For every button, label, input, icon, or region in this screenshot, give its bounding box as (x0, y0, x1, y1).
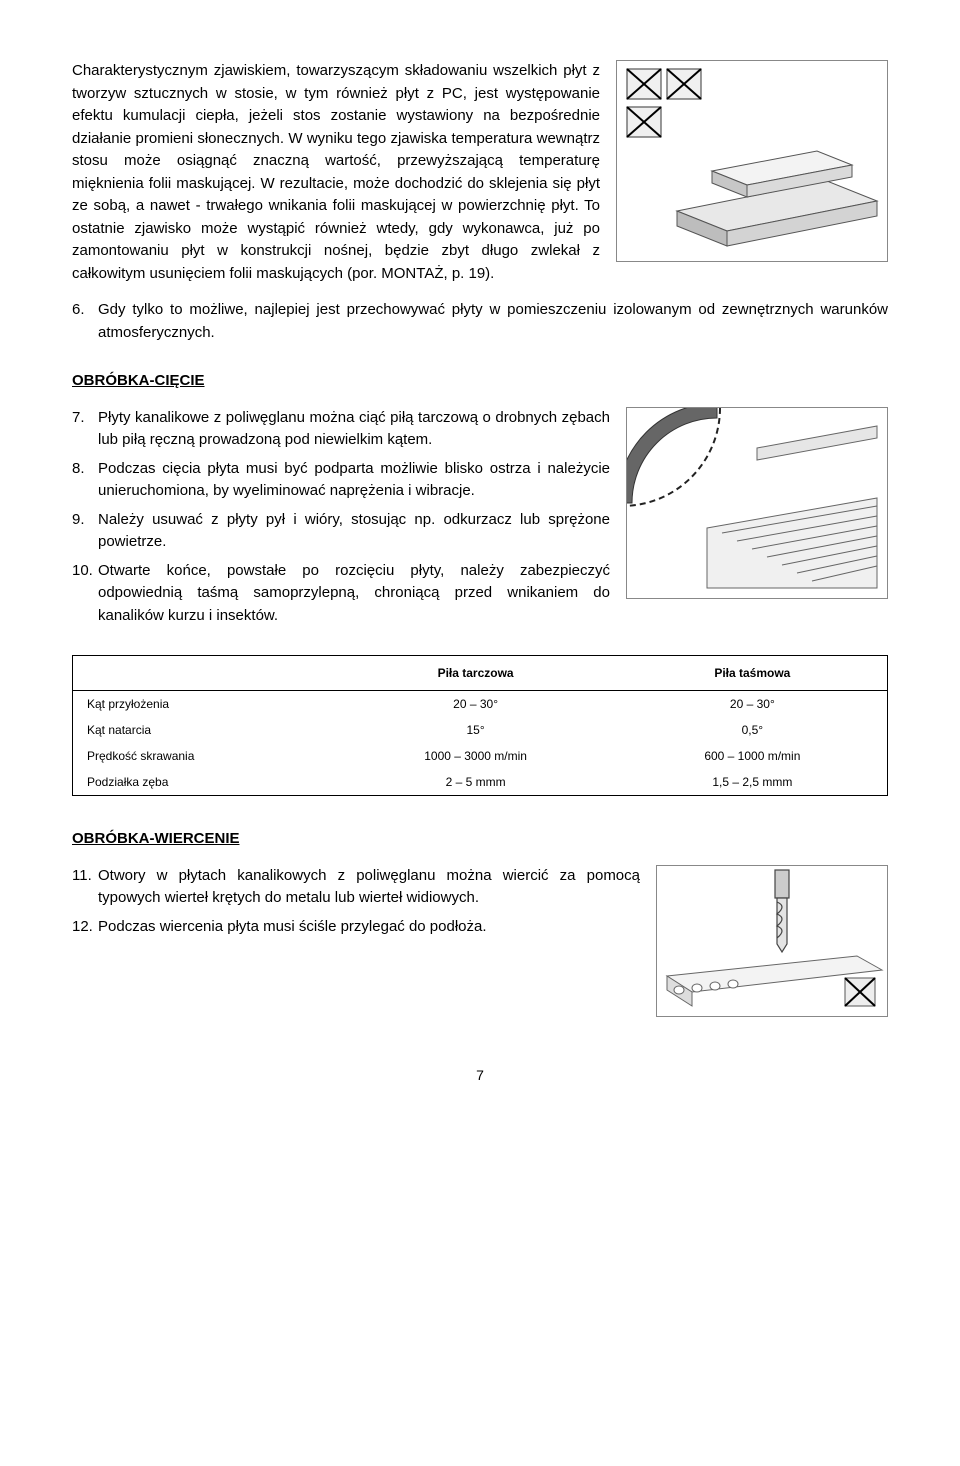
para5-text: Charakterystycznym zjawiskiem, towarzysz… (72, 62, 600, 282)
r4-label: Podziałka zęba (73, 769, 333, 795)
r1-label: Kąt przyłożenia (73, 691, 333, 718)
table-row: Podziałka zęba 2 – 5 mmm 1,5 – 2,5 mmm (73, 769, 887, 795)
r1-c2: 20 – 30° (618, 691, 887, 718)
th-blank (73, 656, 333, 691)
list-item-10: 10. Otwarte końce, powstałe po rozcięciu… (72, 560, 888, 628)
list-item-6: 6. Gdy tylko to możliwe, najlepiej jest … (72, 299, 888, 344)
table-row: Kąt przyłożenia 20 – 30° 20 – 30° (73, 691, 887, 718)
th-tasmowa: Piła taśmowa (618, 656, 887, 691)
li8-text: Podczas cięcia płyta musi być podparta m… (98, 460, 610, 500)
li10-number: 10. (72, 560, 93, 583)
li12-text: Podczas wiercenia płyta musi ściśle przy… (98, 918, 487, 935)
li7-number: 7. (72, 407, 85, 430)
list-item-11: 11. Otwory w płytach kanalikowych z poli… (72, 865, 888, 910)
r1-c1: 20 – 30° (333, 691, 617, 718)
li6-number: 6. (72, 299, 85, 322)
r3-label: Prędkość skrawania (73, 743, 333, 769)
list-item-9: 9. Należy usuwać z płyty pył i wióry, st… (72, 509, 888, 554)
r3-c2: 600 – 1000 m/min (618, 743, 887, 769)
r4-c1: 2 – 5 mmm (333, 769, 617, 795)
heading-cutting: OBRÓBKA-CIĘCIE (72, 370, 888, 393)
r3-c1: 1000 – 3000 m/min (333, 743, 617, 769)
figure-stacking-illustration (616, 60, 888, 262)
r4-c2: 1,5 – 2,5 mmm (618, 769, 887, 795)
stacking-svg (617, 61, 887, 261)
r2-c2: 0,5° (618, 717, 887, 743)
li7-text: Płyty kanalikowe z poliwęglanu można cią… (98, 409, 610, 449)
table-row: Prędkość skrawania 1000 – 3000 m/min 600… (73, 743, 887, 769)
li9-text: Należy usuwać z płyty pył i wióry, stosu… (98, 511, 610, 551)
list-item-7: 7. Płyty kanalikowe z poliwęglanu można … (72, 407, 888, 452)
li11-text: Otwory w płytach kanalikowych z poliwęgl… (98, 867, 640, 907)
th-tarczowa: Piła tarczowa (333, 656, 617, 691)
list-item-8: 8. Podczas cięcia płyta musi być podpart… (72, 458, 888, 503)
li11-number: 11. (72, 865, 92, 888)
page-number: 7 (72, 1065, 888, 1086)
cutting-parameters-table-wrap: Piła tarczowa Piła taśmowa Kąt przyłożen… (72, 655, 888, 796)
cutting-parameters-table: Piła tarczowa Piła taśmowa Kąt przyłożen… (73, 656, 887, 795)
r2-label: Kąt natarcia (73, 717, 333, 743)
heading-drilling: OBRÓBKA-WIERCENIE (72, 828, 888, 851)
list-item-12: 12. Podczas wiercenia płyta musi ściśle … (72, 916, 888, 1025)
li9-number: 9. (72, 509, 85, 532)
li6-text: Gdy tylko to możliwe, najlepiej jest prz… (98, 301, 888, 341)
r2-c1: 15° (333, 717, 617, 743)
li8-number: 8. (72, 458, 85, 481)
li12-number: 12. (72, 916, 93, 939)
li10-text: Otwarte końce, powstałe po rozcięciu pły… (98, 562, 610, 624)
table-row: Kąt natarcia 15° 0,5° (73, 717, 887, 743)
